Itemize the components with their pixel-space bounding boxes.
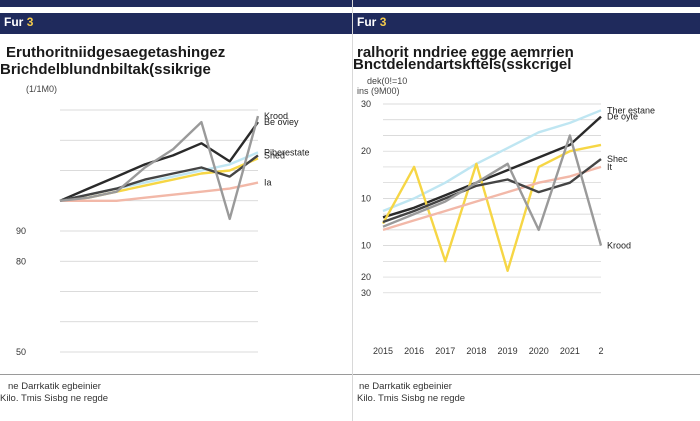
y-tick-label: 20 bbox=[361, 146, 371, 156]
series-line bbox=[382, 134, 603, 246]
series-line bbox=[59, 121, 259, 202]
series-line bbox=[60, 181, 259, 202]
y-tick-label: 90 bbox=[16, 226, 26, 236]
figure-label: Fur 3 bbox=[357, 15, 387, 29]
legend-entry: Be oviey bbox=[264, 117, 299, 127]
chart-title-line-2: Brichdelblundnbiltak(ssikrige bbox=[0, 61, 211, 78]
legend-entry: Ther estane bbox=[607, 105, 655, 115]
y-tick-label: 20 bbox=[361, 272, 371, 282]
x-tick-label: 2019 bbox=[498, 346, 518, 356]
legend-entry: De oyte bbox=[607, 112, 638, 122]
left-line-chart: 50 80 90 Be oviey Piberestate Ia Shed Krood bbox=[16, 109, 310, 357]
chart-source: Kilo. Tmis Sisbg ne regde bbox=[0, 393, 109, 404]
footnote-divider bbox=[353, 374, 700, 375]
series-line bbox=[382, 115, 602, 219]
series-line bbox=[59, 115, 260, 221]
chart-source: Kilo. Tmis Sisbg ne regde bbox=[357, 393, 466, 404]
left-chart-panel: Fur 3 Eruthoritniidgesaegetashingez Bric… bbox=[0, 0, 352, 404]
legend-entry: Krood bbox=[607, 241, 631, 251]
y-tick-label: 10 bbox=[361, 241, 371, 251]
chart-title-line-2: Bnctdelendartskftels(sskcrigel bbox=[353, 56, 572, 73]
top-band bbox=[0, 0, 352, 7]
figure-header-bar: Fur 3 bbox=[353, 13, 700, 34]
x-tick-label: 2015 bbox=[373, 346, 393, 356]
x-tick-label: 2018 bbox=[466, 346, 486, 356]
legend-entry: Krood bbox=[264, 111, 288, 121]
chart-title: ralhorit nndriee egge aemrrien bbox=[357, 44, 574, 61]
figure-label: Fur 3 bbox=[4, 15, 34, 29]
legend-entry: Ia bbox=[264, 178, 272, 188]
y-tick-label: 30 bbox=[361, 99, 371, 109]
y-tick-label: 10 bbox=[361, 193, 371, 203]
y-tick-label: 80 bbox=[16, 256, 26, 266]
legend-entry: It bbox=[607, 162, 613, 172]
series-line bbox=[382, 158, 602, 224]
right-chart-panel: Fur 3 ralhorit nndriee egge aemrrien Bnc… bbox=[352, 0, 700, 421]
figure-header-bar: Fur 3 bbox=[0, 13, 352, 34]
footnote-divider bbox=[0, 374, 352, 375]
y-tick-label: 30 bbox=[361, 288, 371, 298]
chart-subtitle-top: dek(0!=10 bbox=[367, 76, 408, 86]
legend-entry: Shec bbox=[607, 154, 628, 164]
legend-entry: Shed bbox=[264, 150, 285, 160]
x-tick-label: 2016 bbox=[404, 346, 424, 356]
chart-subtitle: ins (9M00) bbox=[357, 86, 400, 96]
chart-footnote: ne Darrkatik egbeinier bbox=[359, 381, 452, 392]
series-line bbox=[59, 154, 259, 202]
chart-footnote: ne Darrkatik egbeinier bbox=[8, 381, 101, 392]
series-line bbox=[382, 165, 602, 232]
x-tick-label: 2020 bbox=[529, 346, 549, 356]
chart-subtitle: (1/1M0) bbox=[26, 84, 58, 94]
x-tick-label: 2017 bbox=[435, 346, 455, 356]
y-tick-label: 50 bbox=[16, 347, 26, 357]
x-tick-label: 2021 bbox=[560, 346, 580, 356]
x-tick-label: 2 bbox=[598, 346, 603, 356]
chart-title: Eruthoritniidgesaegetashingez bbox=[6, 44, 226, 61]
right-line-chart: 30 20 10 10 20 30 2015 2016 2017 2018 2019 2020 2021… bbox=[361, 99, 655, 356]
top-band bbox=[353, 0, 700, 7]
series-line bbox=[382, 109, 602, 213]
legend-entry: Piberestate bbox=[264, 147, 310, 157]
